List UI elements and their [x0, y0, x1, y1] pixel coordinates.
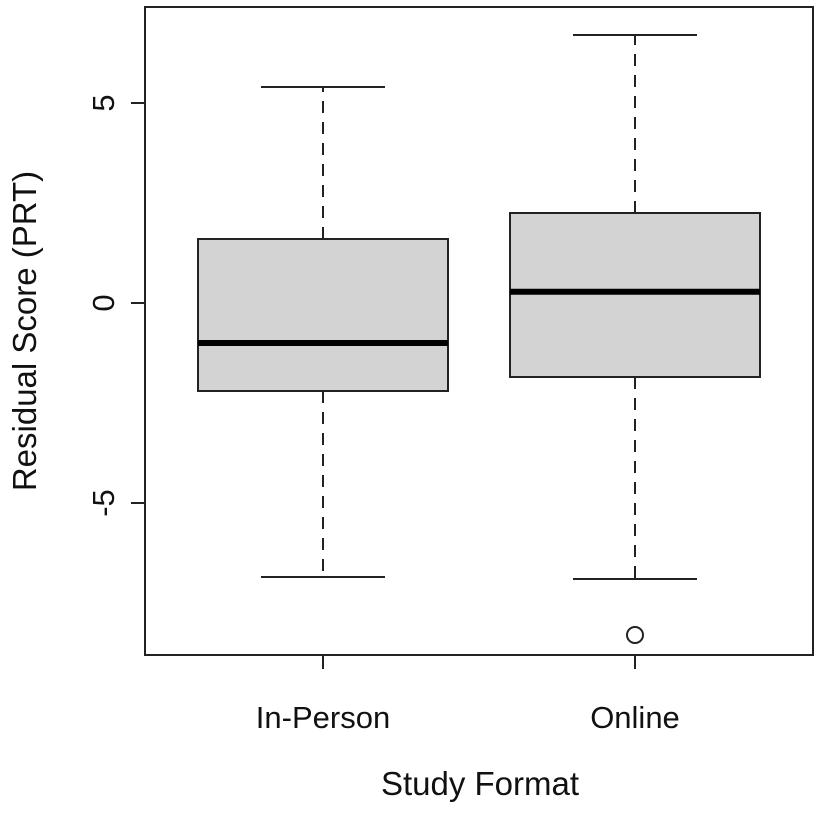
y-tick-label: 0: [86, 294, 121, 311]
outlier-point: [626, 626, 644, 644]
box-in-person: [197, 86, 449, 578]
y-axis: -5 0 5: [86, 94, 145, 517]
x-tick-label: Online: [590, 700, 680, 735]
box-iqr: [197, 238, 449, 392]
y-tick-label: 5: [86, 94, 121, 111]
plot-frame: [144, 6, 814, 656]
x-axis-title: Study Format: [381, 765, 579, 802]
x-axis: In-Person Online: [256, 655, 680, 735]
y-tick-label: -5: [86, 489, 121, 517]
boxes-group: [197, 34, 761, 644]
box-online: [509, 34, 761, 644]
x-tick-label: In-Person: [256, 700, 390, 735]
y-axis-title: Residual Score (PRT): [6, 171, 43, 491]
box-iqr: [509, 212, 761, 378]
